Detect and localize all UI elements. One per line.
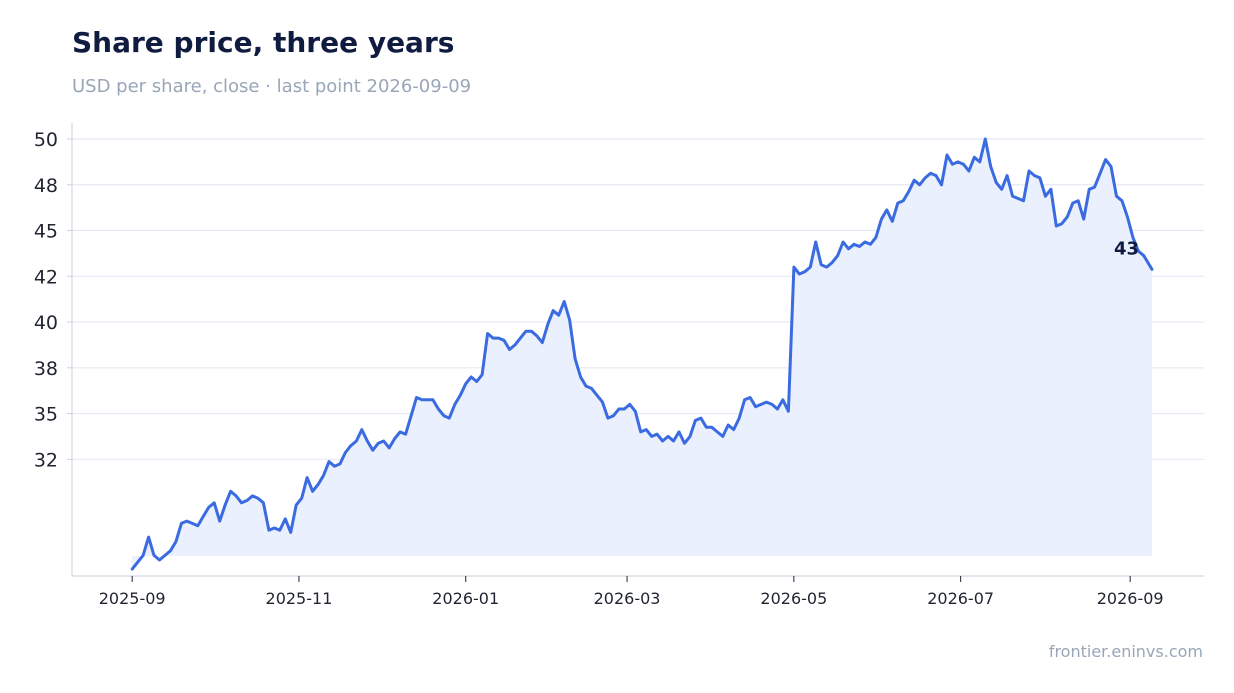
chart-subtitle: USD per share, close · last point 2026-0… <box>72 76 472 97</box>
y-tick-label: 50 <box>34 129 58 151</box>
x-axis-ticks: 2025-09 2025-11 2026-01 2026-03 2026-05 2026-… <box>99 576 1164 608</box>
y-tick-label: 32 <box>34 449 58 471</box>
price-area-fill <box>132 139 1152 570</box>
x-tick-label: 2025-11 <box>266 589 333 608</box>
x-tick-label: 2026-01 <box>432 589 499 608</box>
x-tick-label: 2026-05 <box>760 589 827 608</box>
y-tick-label: 40 <box>34 312 58 334</box>
y-tick-label: 38 <box>34 358 58 380</box>
axes <box>71 123 1204 577</box>
x-tick-label: 2026-09 <box>1097 589 1164 608</box>
y-tick-label: 35 <box>34 404 58 426</box>
last-value-label: 43 <box>1114 238 1139 259</box>
y-tick-label: 48 <box>34 175 58 197</box>
y-tick-label: 42 <box>34 266 58 288</box>
price-line <box>130 137 1154 571</box>
y-axis-ticks: 50 48 45 42 40 38 35 32 <box>34 129 72 471</box>
x-tick-label: 2026-03 <box>594 589 661 608</box>
y-tick-label: 45 <box>34 221 58 243</box>
x-tick-label: 2025-09 <box>99 589 166 608</box>
annotations: 43 <box>1114 238 1139 259</box>
x-tick-label: 2026-07 <box>927 589 994 608</box>
chart-title: Share price, three years <box>72 26 455 59</box>
price-area-group <box>130 137 1154 571</box>
source-credit: frontier.eninvs.com <box>1048 642 1203 661</box>
